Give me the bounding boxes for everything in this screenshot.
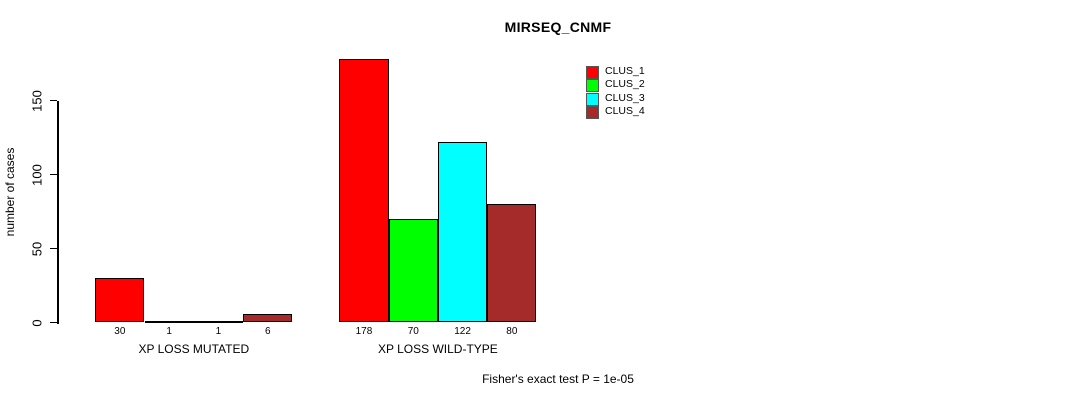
bar-value-label: 6 bbox=[264, 325, 271, 337]
legend-label-clus-3: CLUS_3 bbox=[605, 91, 645, 104]
x-group-label-xp-loss-mutated: XP LOSS MUTATED bbox=[138, 342, 250, 356]
bar-value-label: 1 bbox=[166, 325, 172, 337]
y-axis-label: number of cases bbox=[3, 147, 17, 237]
bar-value-label: 178 bbox=[355, 325, 373, 337]
legend-label-clus-2: CLUS_2 bbox=[605, 78, 645, 91]
bar-xp-loss-mutated-clus-4 bbox=[243, 313, 293, 323]
x-group-label-xp-loss-wild-type: XP LOSS WILD-TYPE bbox=[377, 342, 498, 356]
bar-xp-loss-wild-type-clus-2 bbox=[388, 218, 438, 323]
bar-value-label: 70 bbox=[407, 325, 419, 337]
bar-xp-loss-mutated-clus-1 bbox=[95, 278, 145, 323]
legend-swatch-clus-4 bbox=[586, 106, 599, 120]
legend-label-clus-4: CLUS_4 bbox=[605, 105, 645, 118]
y-axis-tick-label: 150 bbox=[29, 89, 45, 112]
chart-title: MIRSEQ_CNMF bbox=[504, 19, 612, 35]
bar-value-label: 80 bbox=[506, 325, 518, 337]
y-axis-tick-label: 100 bbox=[29, 163, 45, 186]
bar-xp-loss-mutated-clus-2 bbox=[144, 321, 194, 323]
bar-value-label: 122 bbox=[454, 325, 471, 337]
bar-xp-loss-mutated-clus-3 bbox=[193, 321, 244, 323]
bar-xp-loss-wild-type-clus-1 bbox=[339, 59, 389, 323]
bar-value-label: 30 bbox=[114, 325, 126, 337]
legend-swatch-clus-2 bbox=[586, 79, 599, 93]
legend-label-clus-1: CLUS_1 bbox=[605, 64, 645, 77]
y-axis-line bbox=[57, 100, 59, 324]
bar-xp-loss-wild-type-clus-4 bbox=[487, 204, 537, 323]
legend-swatch-clus-1 bbox=[586, 65, 599, 79]
bar-value-label: 1 bbox=[215, 325, 222, 337]
y-axis-tick bbox=[50, 173, 57, 176]
bar-xp-loss-wild-type-clus-3 bbox=[437, 141, 488, 323]
legend-swatch-clus-3 bbox=[586, 92, 599, 106]
y-axis-tick bbox=[50, 247, 57, 250]
y-axis-tick-label: 50 bbox=[29, 241, 45, 256]
y-axis-tick bbox=[50, 321, 57, 324]
y-axis-tick-label: 0 bbox=[29, 318, 45, 327]
fisher-test-annotation: Fisher's exact test P = 1e-05 bbox=[482, 372, 634, 386]
y-axis-tick bbox=[50, 99, 57, 102]
